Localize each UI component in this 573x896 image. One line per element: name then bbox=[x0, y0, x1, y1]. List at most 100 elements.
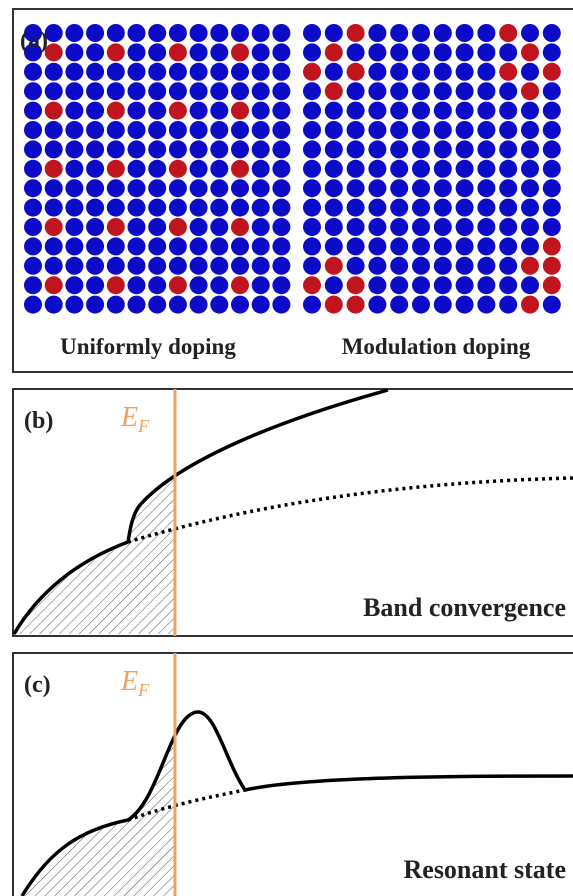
host-atom bbox=[86, 121, 104, 139]
host-atom bbox=[477, 276, 495, 294]
host-atom bbox=[24, 218, 42, 236]
host-atom bbox=[368, 102, 386, 120]
host-atom bbox=[412, 199, 430, 217]
host-atom bbox=[434, 82, 452, 100]
host-atom bbox=[190, 257, 208, 275]
dopant-atom bbox=[107, 102, 125, 120]
host-atom bbox=[521, 179, 539, 197]
host-atom bbox=[368, 43, 386, 61]
host-atom bbox=[210, 160, 228, 178]
host-atom bbox=[412, 296, 430, 314]
host-atom bbox=[272, 24, 290, 42]
host-atom bbox=[107, 121, 125, 139]
host-atom bbox=[434, 43, 452, 61]
host-atom bbox=[148, 199, 166, 217]
host-atom bbox=[347, 257, 365, 275]
host-atom bbox=[210, 218, 228, 236]
host-atom bbox=[128, 160, 146, 178]
host-atom bbox=[86, 102, 104, 120]
host-atom bbox=[148, 257, 166, 275]
host-atom bbox=[128, 199, 146, 217]
host-atom bbox=[86, 63, 104, 81]
host-atom bbox=[148, 43, 166, 61]
host-atom bbox=[543, 218, 561, 236]
host-atom bbox=[499, 160, 517, 178]
host-atom bbox=[434, 24, 452, 42]
host-atom bbox=[543, 160, 561, 178]
host-atom bbox=[412, 257, 430, 275]
host-atom bbox=[231, 199, 249, 217]
host-atom bbox=[128, 63, 146, 81]
host-atom bbox=[210, 24, 228, 42]
dopant-atom bbox=[325, 296, 343, 314]
host-atom bbox=[128, 24, 146, 42]
host-atom bbox=[325, 121, 343, 139]
host-atom bbox=[107, 199, 125, 217]
host-atom bbox=[65, 102, 83, 120]
host-atom bbox=[456, 140, 474, 158]
host-atom bbox=[390, 276, 408, 294]
host-atom bbox=[252, 140, 270, 158]
host-atom bbox=[45, 179, 63, 197]
host-atom bbox=[272, 82, 290, 100]
host-atom bbox=[477, 121, 495, 139]
host-atom bbox=[347, 160, 365, 178]
host-atom bbox=[272, 199, 290, 217]
host-atom bbox=[148, 218, 166, 236]
host-atom bbox=[390, 121, 408, 139]
host-atom bbox=[347, 179, 365, 197]
host-atom bbox=[303, 296, 321, 314]
host-atom bbox=[190, 160, 208, 178]
host-atom bbox=[434, 276, 452, 294]
host-atom bbox=[303, 237, 321, 255]
host-atom bbox=[434, 102, 452, 120]
host-atom bbox=[65, 24, 83, 42]
host-atom bbox=[499, 218, 517, 236]
host-atom bbox=[272, 121, 290, 139]
host-atom bbox=[521, 102, 539, 120]
dopant-atom bbox=[521, 296, 539, 314]
host-atom bbox=[107, 24, 125, 42]
host-atom bbox=[412, 179, 430, 197]
dopant-atom bbox=[45, 218, 63, 236]
host-atom bbox=[128, 237, 146, 255]
host-atom bbox=[45, 296, 63, 314]
host-atom bbox=[456, 237, 474, 255]
host-atom bbox=[86, 296, 104, 314]
host-atom bbox=[190, 121, 208, 139]
host-atom bbox=[45, 121, 63, 139]
host-atom bbox=[252, 63, 270, 81]
host-atom bbox=[456, 199, 474, 217]
dopant-atom bbox=[45, 102, 63, 120]
dopant-atom bbox=[107, 160, 125, 178]
dopant-atom bbox=[169, 276, 187, 294]
host-atom bbox=[107, 82, 125, 100]
host-atom bbox=[128, 179, 146, 197]
host-atom bbox=[272, 140, 290, 158]
dopant-atom bbox=[231, 276, 249, 294]
dopant-atom bbox=[107, 218, 125, 236]
host-atom bbox=[210, 179, 228, 197]
host-atom bbox=[412, 237, 430, 255]
host-atom bbox=[434, 257, 452, 275]
host-atom bbox=[45, 63, 63, 81]
host-atom bbox=[325, 218, 343, 236]
host-atom bbox=[325, 24, 343, 42]
host-atom bbox=[65, 82, 83, 100]
host-atom bbox=[252, 218, 270, 236]
host-atom bbox=[390, 24, 408, 42]
dopant-atom bbox=[521, 257, 539, 275]
host-atom bbox=[456, 121, 474, 139]
host-atom bbox=[128, 82, 146, 100]
host-atom bbox=[543, 179, 561, 197]
figure: (a) Uniformly doping Modulation doping (… bbox=[0, 0, 573, 896]
host-atom bbox=[477, 179, 495, 197]
host-atom bbox=[86, 237, 104, 255]
host-atom bbox=[190, 179, 208, 197]
panel-label: (a) bbox=[20, 28, 48, 54]
host-atom bbox=[303, 102, 321, 120]
dopant-atom bbox=[325, 257, 343, 275]
host-atom bbox=[390, 179, 408, 197]
host-atom bbox=[412, 102, 430, 120]
host-atom bbox=[190, 199, 208, 217]
